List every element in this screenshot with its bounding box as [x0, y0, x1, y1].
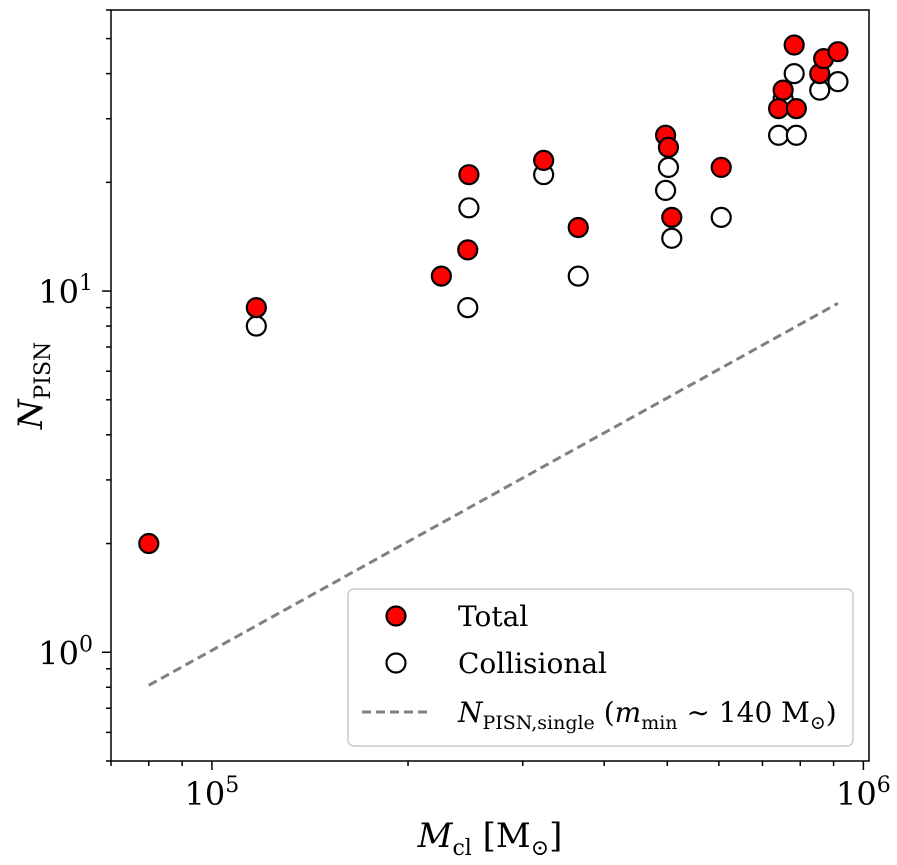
- legend-label-single: NPISN,single (mmin ∼ 140 M⊙): [457, 696, 837, 734]
- point-total: [533, 149, 555, 172]
- point-total: [138, 532, 160, 555]
- point-collisional: [827, 71, 849, 93]
- point-collisional: [661, 227, 683, 249]
- point-total: [827, 41, 849, 63]
- y-axis-label: NPISN: [11, 342, 56, 431]
- point-collisional: [767, 124, 790, 146]
- x-tick-label: 105: [185, 773, 240, 813]
- reference-line-pisn-single: [148, 301, 839, 687]
- y-tick-label: 101: [38, 271, 93, 311]
- point-collisional: [654, 179, 677, 201]
- plot-area: [138, 34, 849, 687]
- point-total: [661, 206, 683, 228]
- point-total: [457, 239, 479, 261]
- point-total: [245, 296, 267, 319]
- point-total: [567, 216, 589, 239]
- point-total: [772, 79, 794, 101]
- plot-frame: [110, 9, 870, 762]
- point-collisional: [458, 197, 480, 219]
- point-total: [785, 98, 807, 120]
- y-tick-label: 100: [38, 632, 93, 672]
- legend-marker-collisional: [385, 652, 407, 674]
- point-total: [783, 34, 805, 56]
- point-collisional: [783, 63, 805, 85]
- point-collisional: [245, 315, 267, 337]
- point-total: [458, 164, 480, 186]
- axes: 105 106 100 101 Mcl [M⊙] NPISN: [11, 9, 891, 861]
- point-collisional: [657, 156, 680, 178]
- point-total: [657, 136, 680, 158]
- point-collisional: [457, 296, 479, 319]
- point-collisional: [710, 206, 732, 228]
- legend-box: [347, 588, 854, 747]
- point-total: [767, 98, 790, 120]
- x-tick-label: 106: [836, 773, 891, 813]
- x-axis-label: Mcl [M⊙]: [417, 816, 563, 861]
- point-collisional: [567, 265, 589, 287]
- point-total: [710, 156, 732, 178]
- legend-marker-total: [385, 605, 407, 627]
- legend: Total Collisional NPISN,single (mmin ∼ 140…: [347, 588, 854, 747]
- point-collisional: [785, 124, 807, 146]
- legend-label-total: Total: [458, 600, 528, 633]
- point-total: [430, 265, 452, 287]
- legend-label-collisional: Collisional: [458, 647, 607, 680]
